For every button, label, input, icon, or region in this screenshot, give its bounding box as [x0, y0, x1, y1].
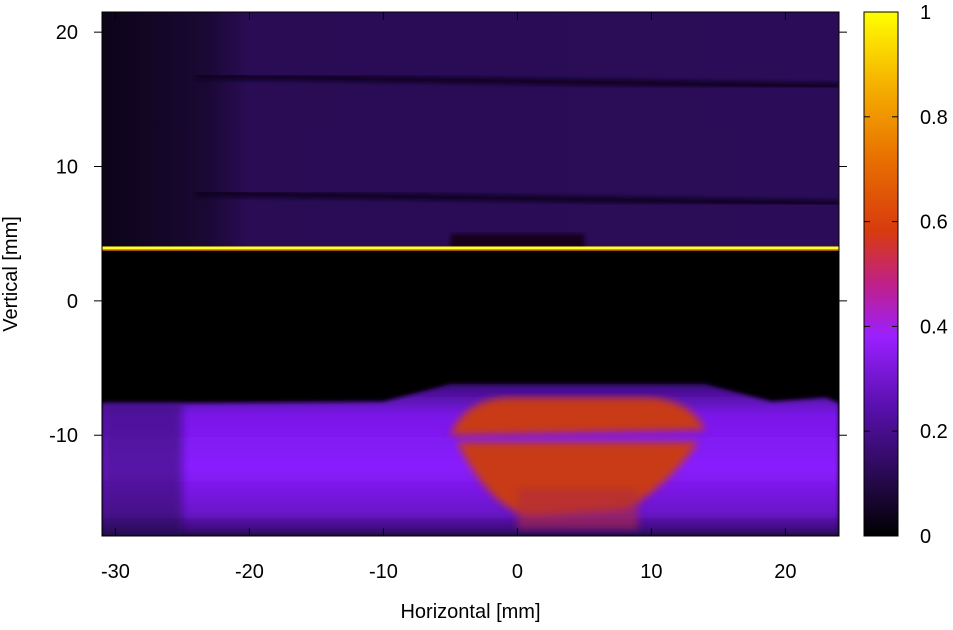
upper-region: [102, 12, 839, 249]
x-tick-label: -10: [369, 561, 398, 583]
colorbar-tick-label: 0.6: [920, 212, 948, 234]
y-axis-label: Vertical [mm]: [0, 216, 22, 332]
beam-core-upper: [450, 397, 705, 436]
x-tick-label: 20: [774, 561, 796, 583]
colorbar: [863, 11, 899, 537]
bright-line: [102, 246, 839, 250]
bright-line-edge: [102, 249, 839, 251]
upper-grid-shadow-horizontal: [195, 190, 839, 207]
upper-grid-shadow-horizontal: [195, 73, 839, 90]
x-tick-label: 0: [512, 561, 523, 583]
plot-frame: [101, 11, 840, 537]
beam-core-fade: [517, 488, 638, 530]
y-axis: -10 0 10 20: [49, 22, 847, 447]
beam-left-shade: [102, 402, 183, 536]
y-tick-label: 10: [56, 157, 78, 179]
x-axis: -30 -20 -10 0 10 20: [101, 12, 797, 583]
y-tick-label: 20: [56, 22, 78, 44]
x-tick-label: -30: [101, 561, 130, 583]
y-tick-label: 0: [67, 291, 78, 313]
x-tick-label: 10: [640, 561, 662, 583]
colorbar-tick-label: 1: [920, 2, 931, 24]
x-axis-label: Horizontal [mm]: [400, 601, 540, 623]
heatmap-plot-area: [102, 12, 839, 536]
colorbar-tick-label: 0.2: [920, 421, 948, 443]
colorbar-tick-label: 0: [920, 526, 931, 548]
colorbar-axis: 0 0.2 0.4 0.6 0.8 1: [864, 2, 948, 548]
colorbar-tick-label: 0.8: [920, 107, 948, 129]
y-tick-label: -10: [49, 425, 78, 447]
x-tick-label: -20: [235, 561, 264, 583]
upper-shadow-patch: [450, 233, 585, 249]
colorbar-tick-label: 0.4: [920, 316, 948, 338]
